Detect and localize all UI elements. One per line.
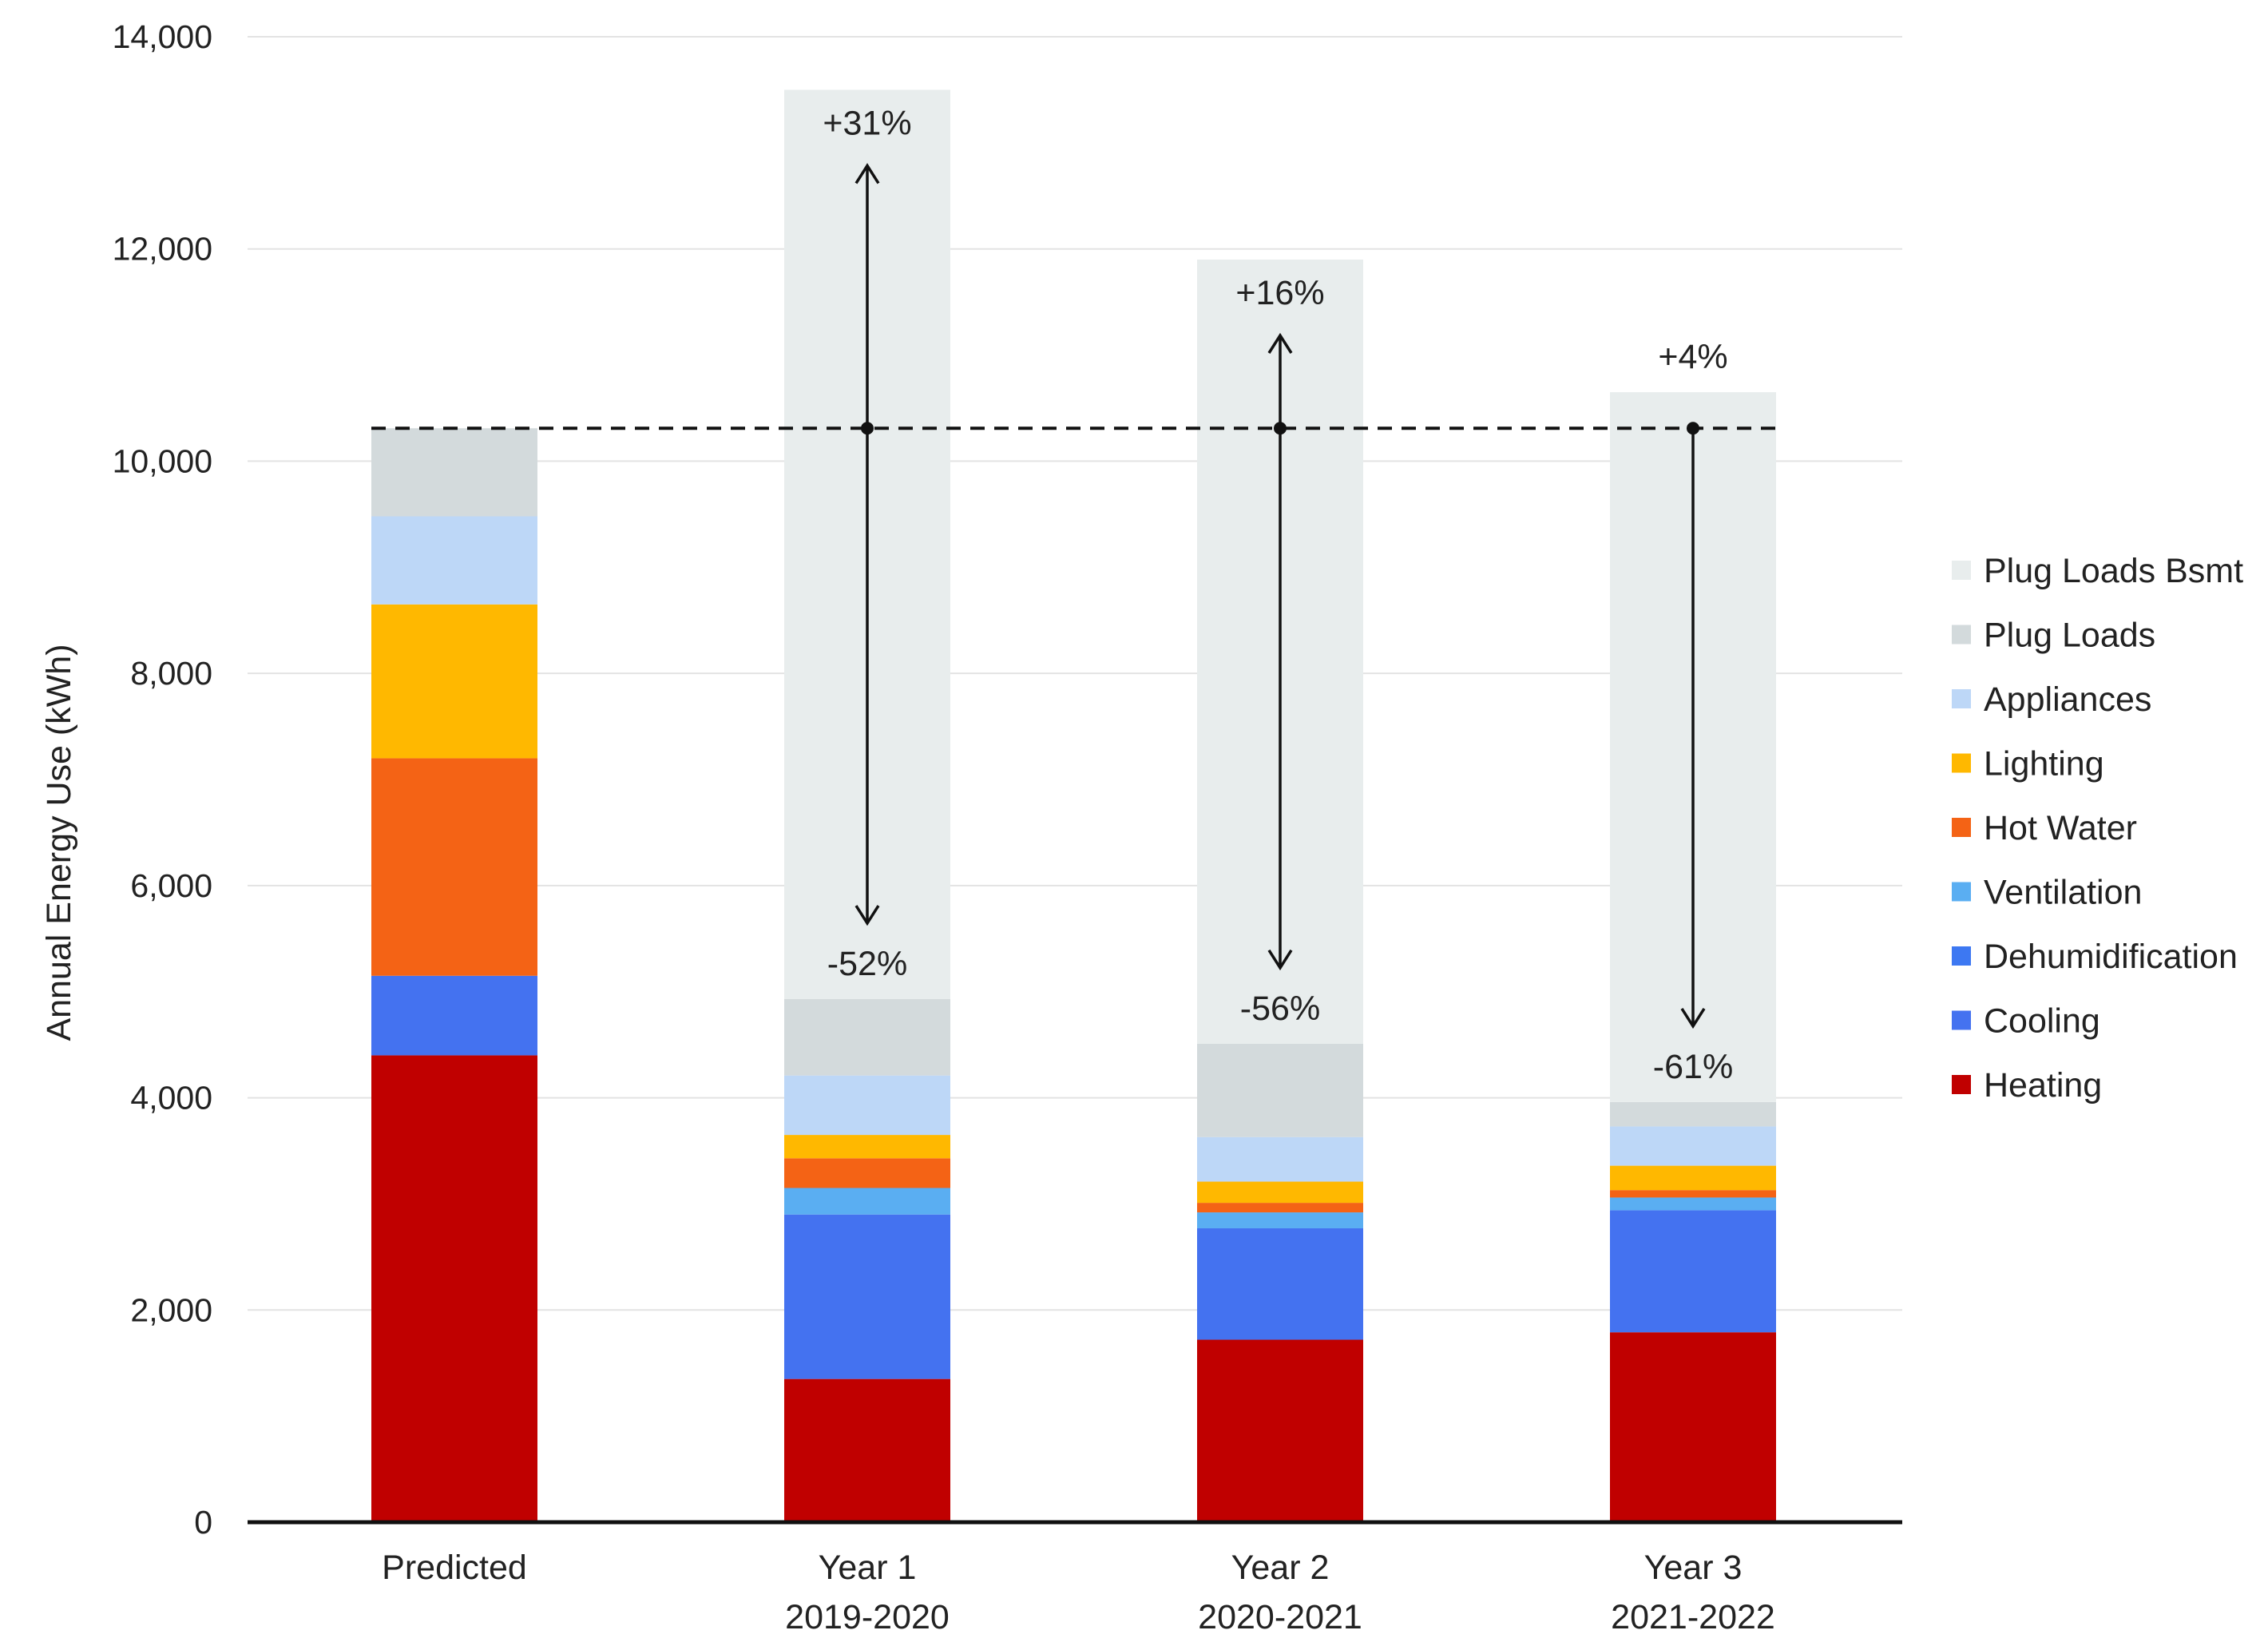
bar-segment-appliances [1197, 1136, 1363, 1182]
y-tick-label: 14,000 [113, 18, 212, 55]
legend-label: Appliances [1984, 680, 2151, 719]
legend-label: Ventilation [1984, 874, 2142, 912]
bars [371, 89, 1776, 1522]
bar-segment-heating [371, 1055, 537, 1522]
legend-swatch [1952, 818, 1971, 837]
increase-label: +31% [823, 104, 911, 142]
legend-swatch [1952, 1010, 1971, 1030]
decrease-label: -61% [1653, 1048, 1733, 1086]
arrow-head [1267, 332, 1293, 354]
legend-swatch [1952, 946, 1971, 966]
y-tick-label: 6,000 [130, 867, 212, 904]
legend-label: Cooling [1984, 1002, 2100, 1041]
bar-segment-appliances [784, 1075, 950, 1136]
legend-label: Plug Loads [1984, 617, 2155, 655]
y-tick-label: 2,000 [130, 1291, 212, 1328]
increase-label: +4% [1658, 338, 1727, 376]
legend: Plug Loads Bsmt Plug Loads Appliances Light… [1952, 552, 2243, 1105]
bar-segment-ventilation [1610, 1197, 1776, 1211]
bar-segment-lighting [1197, 1181, 1363, 1204]
bar-segment-plug-loads [1610, 1101, 1776, 1127]
y-tick-label: 0 [194, 1504, 212, 1541]
y-tick-label: 8,000 [130, 655, 212, 692]
legend-label: Hot Water [1984, 809, 2137, 847]
annotation-group: +31% -52% [823, 104, 911, 983]
y-axis-title: Annual Energy Use (kWh) [40, 644, 78, 1041]
x-category-label-years: 2021-2022 [1611, 1598, 1775, 1636]
y-tick-label: 12,000 [113, 231, 212, 268]
bar-segment-cooling [371, 975, 537, 1056]
bar-segment-hot-water [1610, 1190, 1776, 1198]
legend-swatch [1952, 882, 1971, 902]
bar-segment-heating [784, 1378, 950, 1522]
reference-dot [861, 422, 874, 435]
x-category-label: Year 3 [1644, 1549, 1743, 1587]
bar-segment-appliances [371, 516, 537, 605]
increase-label: +16% [1235, 274, 1324, 312]
bar-segment-cooling [784, 1214, 950, 1379]
reference-dot [1687, 422, 1699, 435]
x-category-label: Year 1 [819, 1549, 917, 1587]
legend-label: Plug Loads Bsmt [1984, 552, 2243, 590]
bar-segment-plug-loads [371, 428, 537, 517]
arrow-head [854, 905, 880, 926]
legend-label: Dehumidification [1984, 938, 2238, 976]
legend-swatch [1952, 753, 1971, 773]
legend-swatch [1952, 689, 1971, 708]
bar-segment-hot-water [1197, 1203, 1363, 1213]
annotation-group: +16% -56% [1235, 274, 1324, 1028]
bar-segment-lighting [371, 604, 537, 759]
legend-label: Heating [1984, 1066, 2102, 1105]
bar-segment-plug-loads [784, 999, 950, 1076]
bar-segment-ventilation [1197, 1212, 1363, 1228]
legend-label: Lighting [1984, 745, 2104, 783]
arrow-head [1680, 1007, 1706, 1029]
decrease-label: -56% [1240, 990, 1320, 1028]
arrow-head [1267, 949, 1293, 971]
x-category-label: Year 2 [1231, 1549, 1330, 1587]
reference-dot [1274, 422, 1287, 435]
annotations: +31% -52% +16% -56% +4% -61% [823, 104, 1733, 1085]
bar-segment-heating [1197, 1339, 1363, 1522]
bar-segment-ventilation [784, 1188, 950, 1215]
y-tick-label: 4,000 [130, 1080, 212, 1117]
bar-segment-lighting [1610, 1165, 1776, 1191]
y-axis-ticks: 0 2,000 4,000 6,000 8,000 10,000 12,000 14,000 [113, 18, 212, 1541]
x-category-label-years: 2019-2020 [785, 1598, 950, 1636]
bar-segment-appliances [1610, 1126, 1776, 1166]
bar-segment-plug-loads [1197, 1043, 1363, 1137]
bar-segment-cooling [1197, 1228, 1363, 1340]
y-tick-label: 10,000 [113, 442, 212, 479]
arrow-head [854, 163, 880, 184]
bar-segment-hot-water [371, 758, 537, 976]
decrease-label: -52% [827, 945, 907, 983]
annotation-group: +4% -61% [1653, 338, 1733, 1086]
bar-segment-hot-water [784, 1158, 950, 1188]
legend-swatch [1952, 561, 1971, 580]
legend-swatch [1952, 625, 1971, 645]
x-category-label: Predicted [382, 1549, 527, 1587]
bar-segment-lighting [784, 1135, 950, 1159]
legend-swatch [1952, 1075, 1971, 1094]
bar-segment-cooling [1610, 1210, 1776, 1333]
x-axis-category-labels: Predicted Year 1 2019-2020 Year 2 2020-2021 Y… [382, 1549, 1775, 1636]
x-category-label-years: 2020-2021 [1198, 1598, 1362, 1636]
bar-segment-heating [1610, 1332, 1776, 1522]
